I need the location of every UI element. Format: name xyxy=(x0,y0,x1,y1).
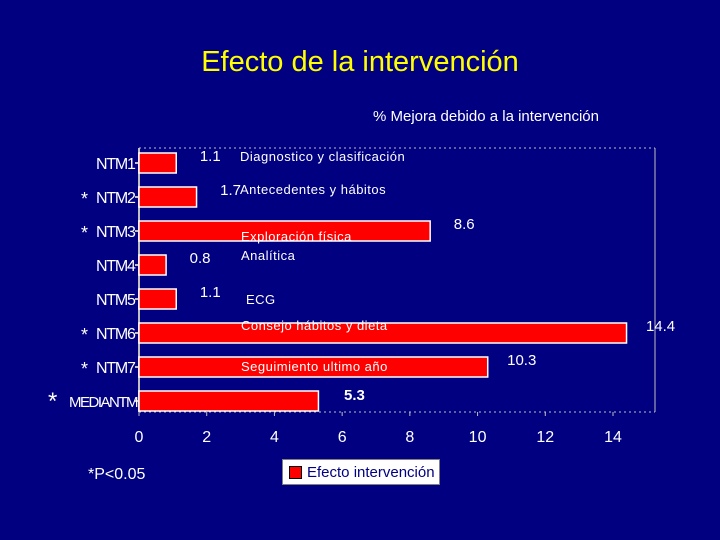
category-description: Exploración física xyxy=(241,229,352,244)
category-label: NTM6 xyxy=(96,326,136,343)
category-label: NTM3 xyxy=(96,224,136,241)
value-label: 8.6 xyxy=(454,216,475,233)
chart-subtitle: % Mejora debido a la intervención xyxy=(373,108,599,125)
legend-label: Efecto intervención xyxy=(307,463,435,481)
x-tick-label: 2 xyxy=(202,429,211,446)
bar xyxy=(138,390,320,412)
legend: Efecto intervención xyxy=(282,459,440,485)
x-tick-label: 4 xyxy=(270,429,279,446)
bar xyxy=(138,322,628,344)
bar xyxy=(138,254,167,276)
x-tick-label: 6 xyxy=(338,429,347,446)
x-tick-label: 0 xyxy=(135,429,144,446)
slide-title: Efecto de la intervención xyxy=(201,46,519,78)
bar xyxy=(138,152,177,174)
value-label: 0.8 xyxy=(190,250,211,267)
category-label: NTM7 xyxy=(96,360,136,377)
bar xyxy=(138,356,489,378)
bars xyxy=(138,152,628,412)
category-description: Analítica xyxy=(241,248,296,263)
value-label: 1.1 xyxy=(200,148,221,165)
x-tick-label: 10 xyxy=(469,429,487,446)
category-label: NTM5 xyxy=(96,292,136,309)
significance-footnote: *P<0.05 xyxy=(88,466,146,483)
category-label: NTM2 xyxy=(96,190,136,207)
value-label: 5.3 xyxy=(344,387,365,404)
significance-asterisk: * xyxy=(81,359,88,379)
value-label: 14.4 xyxy=(646,318,675,335)
legend-swatch xyxy=(289,465,302,479)
category-label: NTM4 xyxy=(96,258,136,275)
x-tick-label: 8 xyxy=(405,429,414,446)
significance-asterisk: * xyxy=(81,189,88,209)
category-label: MEDIANTM xyxy=(69,394,138,411)
bar xyxy=(138,186,198,208)
significance-asterisk: * xyxy=(81,325,88,345)
value-label: 1.7 xyxy=(220,182,241,199)
category-description: Consejo hábitos y dieta xyxy=(241,318,388,333)
significance-asterisk: * xyxy=(81,223,88,243)
category-description: ECG xyxy=(246,292,276,307)
bar xyxy=(138,288,177,310)
category-description: Seguimiento ultimo año xyxy=(241,359,388,374)
x-tick-label: 12 xyxy=(536,429,554,446)
category-description: Antecedentes y hábitos xyxy=(240,182,386,197)
bar xyxy=(138,220,431,242)
labels: 0 2 4 6 8 10 12 14 NTM1 1.1 Diagnostico y clasific… xyxy=(48,148,675,446)
x-tick-label: 14 xyxy=(604,429,622,446)
value-label: 1.1 xyxy=(200,284,221,301)
category-label: NTM1 xyxy=(96,156,136,173)
significance-asterisk: * xyxy=(48,388,57,415)
value-label: 10.3 xyxy=(507,352,536,369)
category-description: Diagnostico y clasificación xyxy=(240,149,405,164)
